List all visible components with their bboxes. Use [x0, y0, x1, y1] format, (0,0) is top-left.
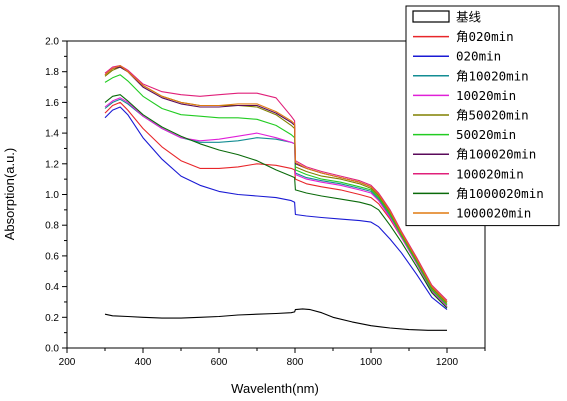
legend-label: 10020min	[456, 88, 516, 103]
x-axis-title: Wavelenth(nm)	[231, 381, 319, 396]
series-line-4	[104, 97, 448, 307]
y-tick-label: 1.2	[45, 159, 59, 170]
legend-label: 角10020min	[456, 68, 529, 83]
y-axis-title: Absorption(a.u.)	[2, 148, 17, 241]
y-tick-label: 1.6	[45, 98, 59, 109]
x-tick-label: 600	[211, 357, 228, 368]
legend-label: 020min	[456, 49, 501, 64]
y-tick-label: 0.6	[45, 251, 59, 262]
y-tick-label: 0.2	[45, 313, 59, 324]
plot-lines	[104, 65, 448, 331]
legend-label: 50020min	[456, 127, 516, 142]
series-line-10	[104, 65, 448, 303]
x-tick-label: 1000	[360, 357, 383, 368]
y-tick-label: 0.0	[45, 344, 59, 355]
legend-label: 1000020min	[456, 206, 531, 221]
series-line-0	[104, 308, 447, 331]
x-tick-label: 800	[287, 357, 304, 368]
x-tick-label: 400	[135, 357, 152, 368]
series-line-9	[104, 94, 448, 309]
series-line-2	[104, 106, 448, 311]
legend-label: 角50020min	[456, 108, 529, 123]
axes: 200 400 600 800 1000 1200 0.0 0.2 0.4 0.6 0.8 1.0 1.…	[45, 37, 486, 368]
legend-swatch	[412, 10, 450, 23]
y-tick-label: 2.0	[45, 37, 59, 48]
legend-label: 100020min	[456, 166, 524, 181]
legend-label: 角100020min	[456, 147, 536, 162]
legend-label: 角1000020min	[456, 186, 544, 201]
y-tick-label: 1.8	[45, 67, 59, 78]
y-tick-label: 0.8	[45, 221, 59, 232]
legend-label: 角020min	[456, 29, 514, 44]
x-tick-label: 200	[59, 357, 76, 368]
legend-label: 基线	[456, 10, 482, 25]
series-line-8	[104, 65, 448, 301]
y-tick-label: 0.4	[45, 282, 59, 293]
legend-box	[405, 5, 560, 227]
y-tick-label: 1.0	[45, 190, 59, 201]
series-line-6	[104, 74, 448, 306]
series-line-1	[104, 101, 448, 307]
y-tick-label: 1.4	[45, 129, 59, 140]
x-tick-label: 1200	[436, 357, 459, 368]
